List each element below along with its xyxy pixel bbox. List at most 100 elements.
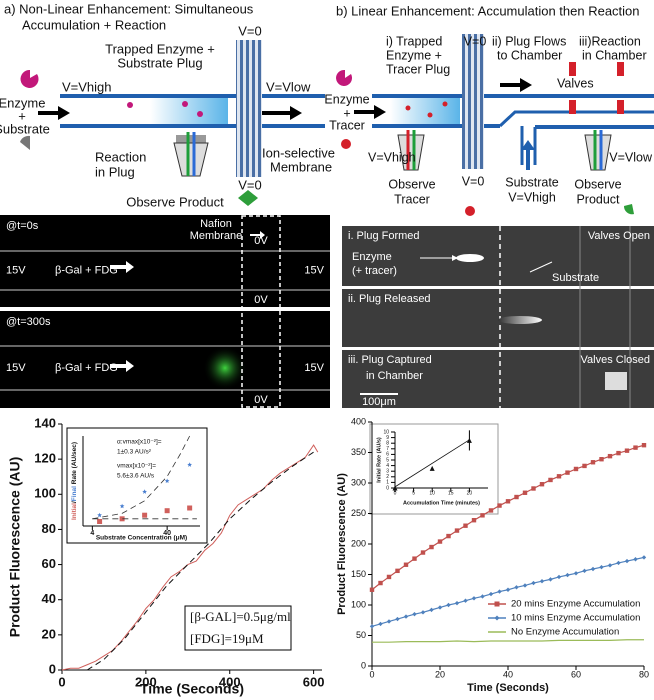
marker	[480, 513, 485, 518]
marker	[119, 516, 125, 522]
label: Valves Open	[588, 230, 650, 242]
micrograph-b	[342, 226, 654, 408]
x-axis-label: Substrate Concentration (μM)	[96, 535, 187, 542]
marker	[119, 503, 125, 509]
marker	[420, 610, 426, 615]
label: in Chamber	[366, 370, 423, 382]
marker	[599, 564, 604, 570]
marker	[142, 512, 148, 518]
y-axis-label: Product Fluorescence (AU)	[336, 473, 348, 615]
y-tick-label: 50	[356, 630, 366, 640]
marker	[599, 457, 604, 462]
y-axis-label: Initial Rate (AU/s)	[376, 437, 382, 483]
y-tick-label: 100	[34, 486, 56, 501]
y-tick-label: 140	[34, 415, 56, 430]
y-axis-label: Product Fluorescence (AU)	[7, 457, 23, 637]
y-axis-label-part: Rate (AU/sec)	[71, 442, 78, 486]
marker	[437, 605, 443, 610]
label: V=0	[462, 174, 485, 188]
label: Reaction	[95, 149, 146, 164]
series-line	[394, 439, 470, 488]
series-line	[372, 639, 644, 643]
marker	[386, 619, 392, 624]
marker	[97, 519, 103, 524]
y-tick-label: 400	[351, 416, 366, 426]
label: Ion-selective	[262, 145, 335, 160]
marker	[641, 442, 647, 448]
marker	[633, 445, 638, 450]
label: Substrate	[552, 272, 599, 284]
label: β-Gal + FDG	[55, 362, 118, 374]
marker	[522, 490, 528, 495]
label: Valves	[557, 76, 594, 90]
y-tick-label: 9	[386, 435, 389, 441]
y-tick-label: 0	[49, 661, 56, 676]
marker	[494, 615, 500, 621]
marker	[386, 574, 392, 580]
x-tick-label: 5	[412, 490, 415, 496]
label: Membrane	[190, 230, 243, 242]
y-tick-label: 200	[351, 538, 366, 548]
y-tick-label: 120	[34, 451, 56, 466]
label: 0V	[254, 235, 268, 247]
label: b) Linear Enhancement: Accumulation then…	[336, 3, 640, 18]
y-tick-label: 8	[386, 441, 389, 447]
legend-label: 10 mins Enzyme Accumulation	[511, 613, 640, 624]
legend-label: 20 mins Enzyme Accumulation	[511, 599, 640, 610]
x-tick-label: 600	[303, 674, 325, 689]
label: [β-GAL]=0.5μg/ml	[190, 609, 291, 624]
label: vmax[x10⁻²]=	[117, 463, 156, 470]
marker	[494, 601, 500, 607]
x-axis-label: Time (Seconds)	[467, 682, 549, 694]
label: V=0	[464, 34, 487, 48]
x-tick-label: 0	[394, 490, 397, 496]
label: 0V	[254, 294, 268, 306]
marker	[164, 478, 170, 484]
marker	[454, 600, 460, 606]
label: 5.6±3.6 AU/s	[117, 473, 155, 480]
y-tick-label: 10	[383, 429, 389, 435]
marker	[488, 591, 494, 597]
x-tick-label: 40	[163, 530, 171, 537]
label: a) Non-Linear Enhancement: Simultaneous	[4, 1, 254, 16]
marker	[429, 465, 435, 471]
label: V=Vhigh	[368, 150, 416, 164]
label: Enzyme	[324, 92, 369, 106]
label: Enzyme +	[386, 48, 442, 62]
label: i) Trapped	[386, 34, 442, 48]
label: 15V	[6, 362, 26, 374]
marker	[531, 580, 536, 586]
label: Membrane	[270, 159, 332, 174]
marker	[607, 453, 613, 459]
label: Observe	[574, 177, 621, 191]
label: 100μm	[362, 396, 396, 408]
x-axis-label: Accumulation Time (minutes)	[403, 500, 480, 506]
label: V=Vhigh	[62, 79, 112, 94]
label: Observe	[388, 177, 435, 191]
marker	[539, 482, 545, 487]
x-tick-label: 40	[503, 669, 513, 679]
label: ii) Plug Flows	[492, 34, 566, 48]
marker	[395, 616, 400, 622]
marker	[590, 566, 596, 572]
label: Trapped Enzyme +	[105, 41, 215, 56]
label: iii)Reaction	[579, 34, 641, 48]
marker	[454, 528, 460, 533]
label: Tracer	[329, 118, 365, 132]
marker	[514, 494, 519, 500]
marker	[505, 587, 511, 592]
label: Substrate Plug	[117, 55, 202, 70]
x-tick-label: 4	[90, 530, 94, 537]
marker	[531, 486, 536, 491]
label: to Chamber	[497, 48, 562, 62]
y-tick-label: 3	[386, 469, 389, 475]
y-tick-label: 0	[361, 660, 366, 670]
marker	[582, 568, 587, 574]
y-tick-label: 1	[386, 480, 389, 486]
marker	[624, 558, 630, 564]
y-axis-label-part: Initial	[71, 503, 78, 520]
marker	[446, 602, 451, 608]
label: 0V	[254, 394, 268, 406]
series-line	[86, 451, 314, 671]
